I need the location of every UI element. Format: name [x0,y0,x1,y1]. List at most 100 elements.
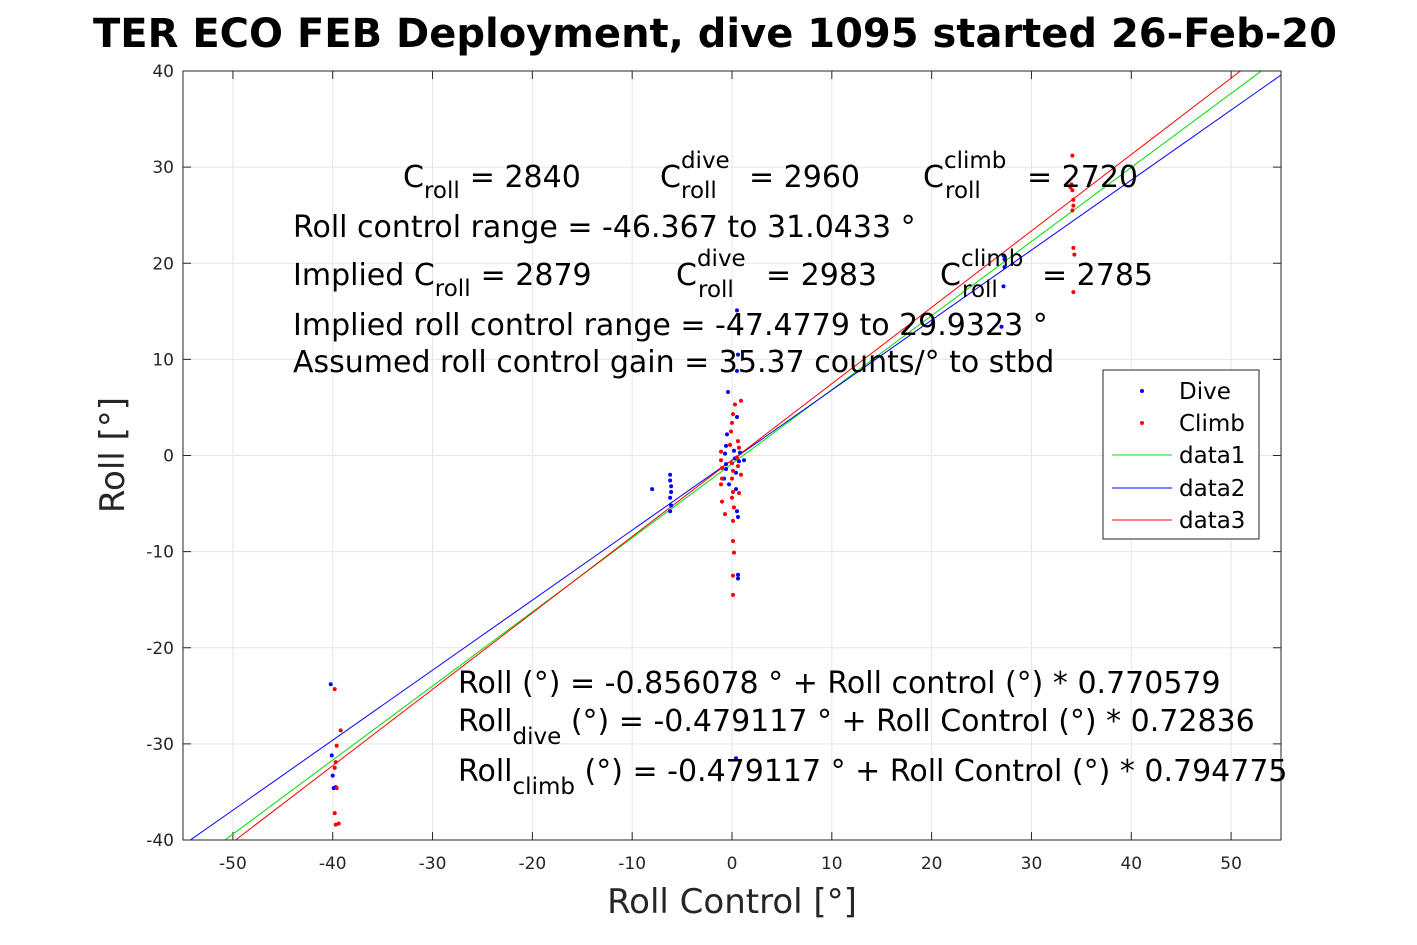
climb-point [1070,188,1075,193]
annotation-fit: Roll (°) = -0.856078 ° + Roll control (°… [458,666,1221,701]
climb-point [730,468,735,473]
annotation-implied-c-roll: Implied Croll = 2879 [293,258,592,302]
dive-point [668,472,673,477]
annotation-implied-dive-sub: roll [698,277,734,303]
climb-point [719,449,724,454]
annotation-c-roll-dive-val: = 2960 [749,160,860,195]
climb-point [732,402,737,407]
climb-point [736,490,741,495]
climb-point [729,429,734,434]
dive-point [329,753,334,758]
legend-label-data2: data2 [1179,476,1245,502]
dive-point [735,515,740,520]
x-tick-label: 20 [921,854,943,874]
y-tick-label: -40 [146,831,174,851]
legend-label-climb: Climb [1179,411,1245,437]
y-tick-label: 10 [152,350,174,370]
climb-point [719,482,724,487]
legend-marker-dive [1140,389,1144,393]
climb-point [730,539,735,544]
climb-point [730,495,734,500]
y-tick-labels: -40 -30 -20 -10 0 10 20 30 40 [146,62,174,851]
dive-point [724,462,729,467]
climb-point [332,811,337,816]
x-tick-label: -50 [219,854,247,874]
legend-label-dive: Dive [1179,379,1231,405]
annotation-implied-climb-val: = 2785 [1042,258,1153,293]
dive-point [737,450,742,455]
dive-point [1001,253,1006,258]
climb-point [730,518,735,523]
climb-point [720,465,725,470]
legend: Dive Climb data1 data2 data3 [1102,369,1260,540]
dive-point [669,490,674,495]
dive-point [1002,265,1007,270]
annotation-implied-dive: Cdive [676,246,746,293]
climb-point [728,442,733,447]
y-tick-label: -20 [146,639,174,659]
climb-point [333,760,338,765]
dive-point [725,432,730,437]
climb-point [730,592,735,597]
annotation-c-roll-climb: Cclimb [923,148,1006,195]
annotation-c-roll-climb-val: = 2720 [1027,160,1138,195]
dive-point [668,478,673,483]
annotation-c-roll-dive: Cdive [660,148,730,195]
climb-point [720,476,725,481]
climb-point [734,455,739,460]
y-tick-label: 40 [152,62,174,82]
dive-point [723,451,728,456]
x-tick-label: 0 [727,854,738,874]
climb-point [736,445,741,450]
annotation-c-roll: Croll = 2840 [403,160,581,204]
chart-title: TER ECO FEB Deployment, dive 1095 starte… [93,11,1337,57]
climb-point [730,420,734,425]
x-axis-label: Roll Control [°] [607,882,857,922]
climb-point [731,550,736,555]
y-tick-label: 20 [152,254,174,274]
annotation-implied-climb-sub: roll [962,277,998,303]
x-tick-labels: -50 -40 -30 -20 -10 0 10 20 30 40 50 [219,854,1242,874]
annotation-fit-dive: Rolldive (°) = -0.479117 ° + Roll Contro… [458,704,1255,750]
dive-point [733,487,738,492]
dive-point [1001,284,1006,289]
annotation-c-roll-dive-sub: roll [681,178,717,204]
annotation-gain: Assumed roll control gain = 35.37 counts… [293,345,1054,380]
x-tick-label: 50 [1220,854,1242,874]
dive-point [669,484,674,489]
dive-point [734,368,739,373]
data-points [328,153,1077,827]
legend-marker-climb [1140,421,1144,425]
y-tick-label: 0 [163,447,174,467]
climb-point [730,461,734,466]
dive-point [734,308,739,313]
dive-point [735,576,740,581]
dive-point [736,459,741,464]
dive-point [999,324,1004,329]
annotation-c-roll-climb-sub: roll [945,178,981,204]
dive-point [741,458,746,463]
climb-point [719,458,724,463]
dive-point [734,509,739,514]
dive-point [726,390,731,395]
dive-point [1002,257,1007,262]
climb-point [336,821,341,826]
y-tick-label: -10 [146,543,174,563]
annotation-fit-climb: Rollclimb (°) = -0.479117 ° + Roll Contr… [458,754,1288,800]
climb-point [334,786,339,791]
climb-point [731,505,736,510]
x-tick-label: 10 [821,854,843,874]
climb-point [738,472,743,477]
climb-point [730,573,735,578]
y-tick-label: -30 [146,735,174,755]
dive-point [727,482,732,487]
climb-point [1070,208,1075,213]
y-tick-label: 30 [152,158,174,178]
plot-frame [182,70,1282,841]
dive-point [668,509,673,514]
climb-point [735,464,740,469]
dive-point [724,443,729,448]
dive-point [734,415,739,420]
dive-point [330,773,335,778]
